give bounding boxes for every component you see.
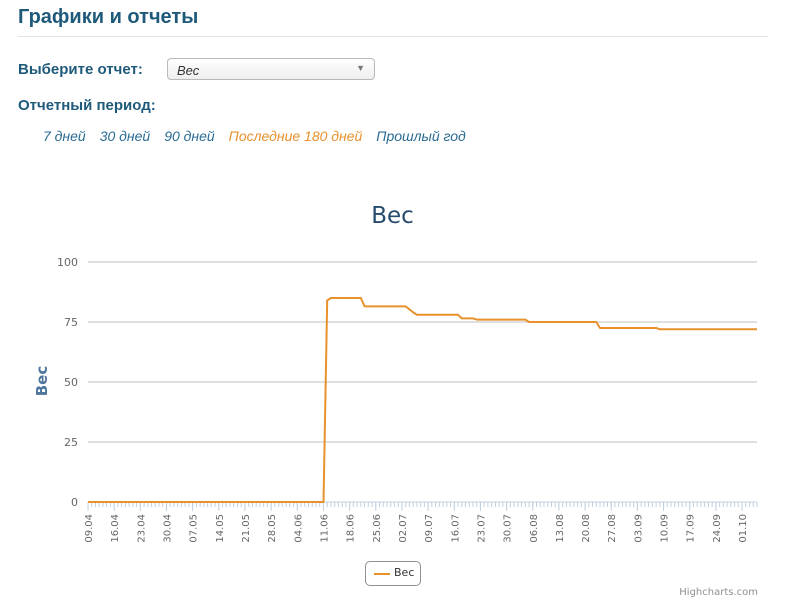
title-divider (18, 36, 768, 37)
x-tick-label: 01.10 (738, 514, 749, 543)
x-tick-label: 18.06 (346, 514, 357, 543)
x-tick-label: 13.08 (555, 514, 566, 543)
period-link-180-days[interactable]: Последние 180 дней (228, 128, 363, 144)
x-tick-label: 23.07 (476, 514, 487, 543)
x-tick-label: 30.07 (503, 514, 514, 543)
chart-title: Вес (371, 203, 414, 229)
period-links: 7 дней 30 дней 90 дней Последние 180 дне… (43, 128, 466, 144)
report-select-label: Выберите отчет: (18, 61, 143, 78)
x-tick-label: 10.09 (660, 514, 671, 543)
period-link-last-year[interactable]: Прошлый год (376, 128, 466, 144)
y-tick-label: 75 (64, 316, 78, 329)
y-tick-label: 0 (71, 496, 78, 509)
report-select[interactable]: Вес ▼ (167, 58, 375, 80)
x-tick-label: 03.09 (633, 514, 644, 543)
x-tick-label: 17.09 (686, 514, 697, 543)
x-tick-label: 14.05 (215, 514, 226, 543)
y-tick-label: 50 (64, 376, 78, 389)
y-tick-label: 100 (57, 256, 78, 269)
x-tick-label: 30.04 (162, 514, 173, 543)
chevron-down-icon: ▼ (356, 63, 365, 73)
y-tick-label: 25 (64, 436, 78, 449)
x-tick-label: 20.08 (581, 514, 592, 543)
x-tick-label: 24.09 (712, 514, 723, 543)
x-tick-label: 28.05 (267, 514, 278, 543)
series-line[interactable] (88, 297, 757, 503)
x-tick-label: 23.04 (136, 514, 147, 543)
period-link-7-days[interactable]: 7 дней (43, 128, 86, 144)
x-tick-label: 25.06 (372, 514, 383, 543)
y-axis-label: Вес (33, 366, 51, 397)
period-label: Отчетный период: (18, 97, 156, 114)
x-tick-label: 21.05 (241, 514, 252, 543)
x-tick-label: 16.07 (450, 514, 461, 543)
x-tick-label: 09.04 (84, 514, 95, 543)
legend-item[interactable]: Вес (365, 561, 421, 586)
period-link-90-days[interactable]: 90 дней (164, 128, 215, 144)
x-tick-label: 02.07 (398, 514, 409, 543)
x-tick-label: 09.07 (424, 514, 435, 543)
report-select-value: Вес (177, 63, 200, 78)
period-link-30-days[interactable]: 30 дней (99, 128, 151, 144)
legend-label: Вес (394, 566, 415, 579)
page-title: Графики и отчеты (18, 6, 199, 28)
x-tick-label: 06.08 (529, 514, 540, 543)
x-tick-label: 11.06 (319, 514, 330, 543)
x-tick-label: 27.08 (607, 514, 618, 543)
credits-link[interactable]: Highcharts.com (679, 587, 758, 598)
x-tick-label: 16.04 (110, 514, 121, 543)
x-tick-label: 07.05 (189, 514, 200, 543)
x-tick-label: 04.06 (293, 514, 304, 543)
legend-swatch (374, 573, 390, 575)
